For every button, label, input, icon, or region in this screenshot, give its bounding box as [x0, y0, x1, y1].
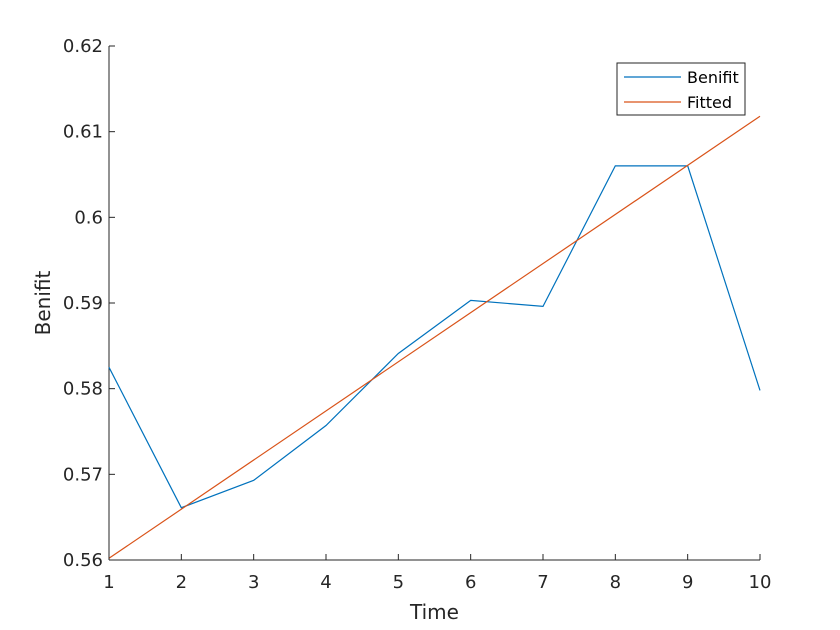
y-tick-label: 0.56: [63, 550, 103, 571]
x-axis-title: Time: [409, 600, 459, 624]
x-tick-label: 8: [610, 572, 621, 593]
y-tick-label: 0.61: [63, 122, 103, 143]
x-tick-label: 3: [248, 572, 259, 593]
legend-label: Fitted: [687, 93, 732, 112]
series-line-fitted: [108, 115, 761, 559]
y-axis-title: Benifit: [31, 270, 55, 335]
y-tick-label: 0.6: [74, 207, 103, 228]
x-tick-label: 7: [537, 572, 548, 593]
legend-box: [616, 62, 746, 116]
x-tick-label: 10: [749, 572, 772, 593]
x-tick-label: 2: [176, 572, 187, 593]
series-line-benifit: [108, 165, 761, 509]
x-tick-label: 9: [682, 572, 693, 593]
x-tick-label: 6: [465, 572, 476, 593]
legend-label: Benifit: [687, 68, 739, 87]
y-tick-label: 0.62: [63, 36, 103, 57]
y-axis: 0.56 0.57 0.58 0.59 0.6 0.61 0.62: [63, 36, 115, 571]
series-layer: [108, 115, 761, 559]
x-tick-label: 1: [103, 572, 114, 593]
y-tick-label: 0.57: [63, 464, 103, 485]
legend: Benifit Fitted: [616, 62, 746, 116]
y-tick-label: 0.58: [63, 379, 103, 400]
x-axis: 1 2 3 4 5 6 7 8 9 10: [103, 554, 771, 593]
y-tick-label: 0.59: [63, 293, 103, 314]
x-tick-label: 4: [320, 572, 331, 593]
x-tick-label: 5: [393, 572, 404, 593]
plot-frame: [108, 46, 760, 561]
